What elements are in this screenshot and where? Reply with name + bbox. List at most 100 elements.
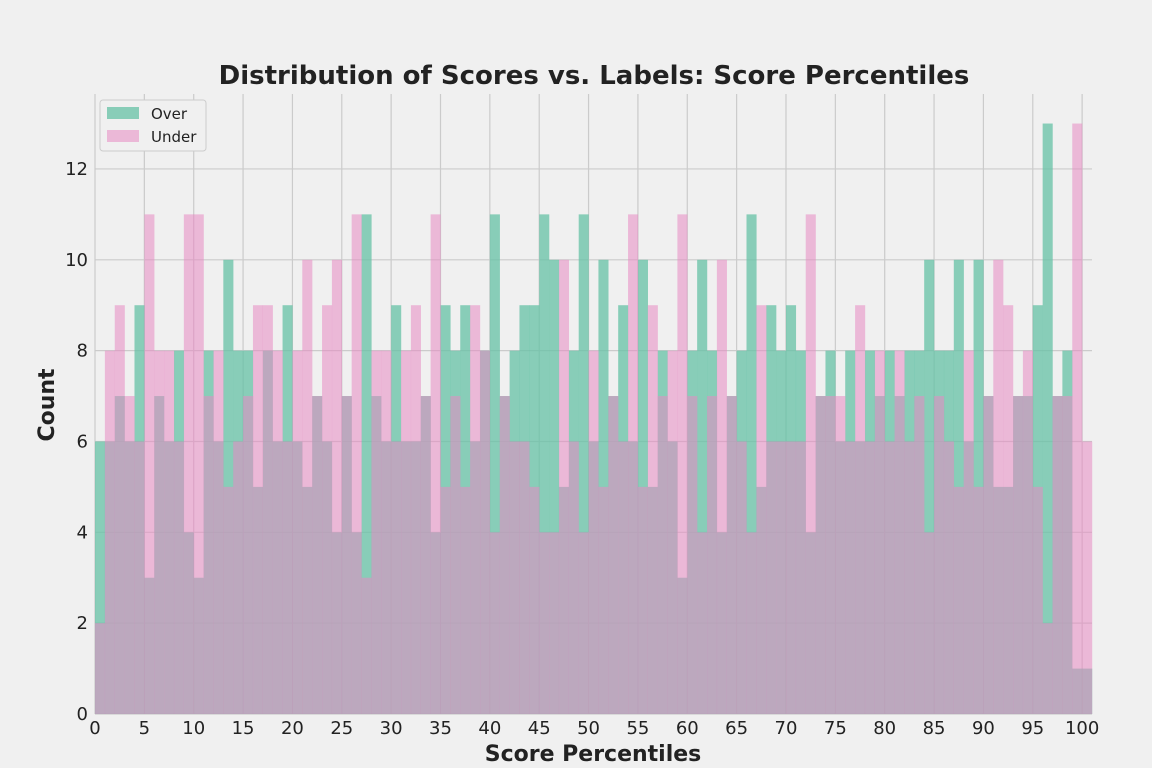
x-tick-label: 75 xyxy=(824,718,847,739)
bar-under xyxy=(420,396,431,714)
bar-under xyxy=(381,350,392,714)
x-tick-label: 40 xyxy=(478,718,501,739)
bar-under xyxy=(213,350,224,714)
bar-over xyxy=(578,214,589,714)
x-tick-label: 10 xyxy=(182,718,205,739)
bar-under xyxy=(144,214,155,714)
bar-under xyxy=(716,259,727,714)
chart-title: Distribution of Scores vs. Labels: Score… xyxy=(219,61,970,91)
bar-under xyxy=(707,396,718,714)
bar-under xyxy=(371,350,382,714)
bar-under xyxy=(262,305,273,714)
bar-under xyxy=(914,396,925,714)
bar-under xyxy=(114,305,125,714)
bar-under xyxy=(795,441,806,714)
x-tick-label: 95 xyxy=(1021,718,1044,739)
bar-under xyxy=(904,441,915,714)
bar-under xyxy=(1003,305,1014,714)
x-tick-label: 85 xyxy=(923,718,946,739)
bar-under xyxy=(509,441,520,714)
bar-under xyxy=(539,532,550,714)
bar-under xyxy=(973,486,984,714)
bar-under xyxy=(410,305,421,714)
bar-under xyxy=(993,259,1004,714)
x-tick-label: 100 xyxy=(1065,718,1099,739)
bar-over xyxy=(361,214,372,714)
bar-under xyxy=(805,214,816,714)
y-tick-label: 10 xyxy=(65,250,88,271)
bar-under xyxy=(835,396,846,714)
bar-under xyxy=(1032,486,1043,714)
legend-label-under: Under xyxy=(151,128,197,146)
x-tick-label: 45 xyxy=(528,718,551,739)
bar-under xyxy=(183,214,194,714)
bar-under xyxy=(1072,123,1083,715)
bar-under xyxy=(104,350,115,714)
bar-under xyxy=(845,441,856,714)
bar-over xyxy=(95,441,106,714)
bar-under xyxy=(302,259,313,714)
bar-under xyxy=(855,305,866,714)
bar-under xyxy=(785,441,797,714)
bar-under xyxy=(154,350,165,714)
bar-under xyxy=(549,532,560,714)
x-tick-label: 55 xyxy=(626,718,649,739)
bar-under xyxy=(736,441,747,714)
bar-under xyxy=(312,396,323,714)
x-tick-label: 20 xyxy=(281,718,304,739)
bar-under xyxy=(499,396,510,714)
legend: Over Under xyxy=(99,99,207,152)
bar-under xyxy=(1042,623,1053,714)
bar-under xyxy=(233,441,244,714)
bar-under xyxy=(292,350,303,714)
bar-under xyxy=(558,259,570,714)
bar-under xyxy=(578,532,589,714)
bar-under xyxy=(884,441,895,714)
bar-under xyxy=(401,350,412,714)
bar-under xyxy=(943,441,955,714)
bar-under xyxy=(953,486,964,714)
bar-under xyxy=(864,441,876,714)
bar-under xyxy=(815,396,826,714)
bar-under xyxy=(894,350,905,714)
bar-over xyxy=(489,214,500,714)
y-tick-label: 0 xyxy=(77,704,88,725)
bar-under xyxy=(322,305,333,714)
bar-under xyxy=(756,305,767,714)
bar-under xyxy=(568,441,579,714)
bar-under xyxy=(124,396,135,714)
bar-under xyxy=(746,532,757,714)
bar-under xyxy=(963,350,974,714)
bar-under xyxy=(134,441,145,714)
bar-under xyxy=(243,396,254,714)
bar-over xyxy=(697,259,708,714)
bar-under xyxy=(726,396,737,714)
bar-under xyxy=(529,486,540,714)
bar-over xyxy=(1042,123,1053,715)
bar-under xyxy=(1013,396,1024,714)
bar-under xyxy=(598,486,609,714)
bar-under xyxy=(874,350,885,714)
x-tick-label: 50 xyxy=(577,718,600,739)
y-tick-label: 12 xyxy=(65,159,88,180)
bar-under xyxy=(776,441,787,714)
bar-under xyxy=(164,350,175,714)
bar-under xyxy=(479,350,491,714)
y-tick-label: 6 xyxy=(77,431,88,452)
bar-under xyxy=(272,350,283,714)
bar-under xyxy=(470,305,481,714)
x-tick-label: 70 xyxy=(775,718,798,739)
bar-under xyxy=(1022,350,1033,714)
bar-under xyxy=(1052,396,1063,714)
bar-under xyxy=(252,305,264,714)
bar-under xyxy=(924,532,935,714)
bar-over xyxy=(539,214,550,714)
bar-over xyxy=(549,259,560,714)
bar-under xyxy=(667,350,678,714)
bar-under xyxy=(351,214,362,714)
bar-under xyxy=(825,396,836,714)
bar-under xyxy=(173,441,185,714)
bar-over xyxy=(746,214,757,714)
legend-label-over: Over xyxy=(151,105,188,123)
